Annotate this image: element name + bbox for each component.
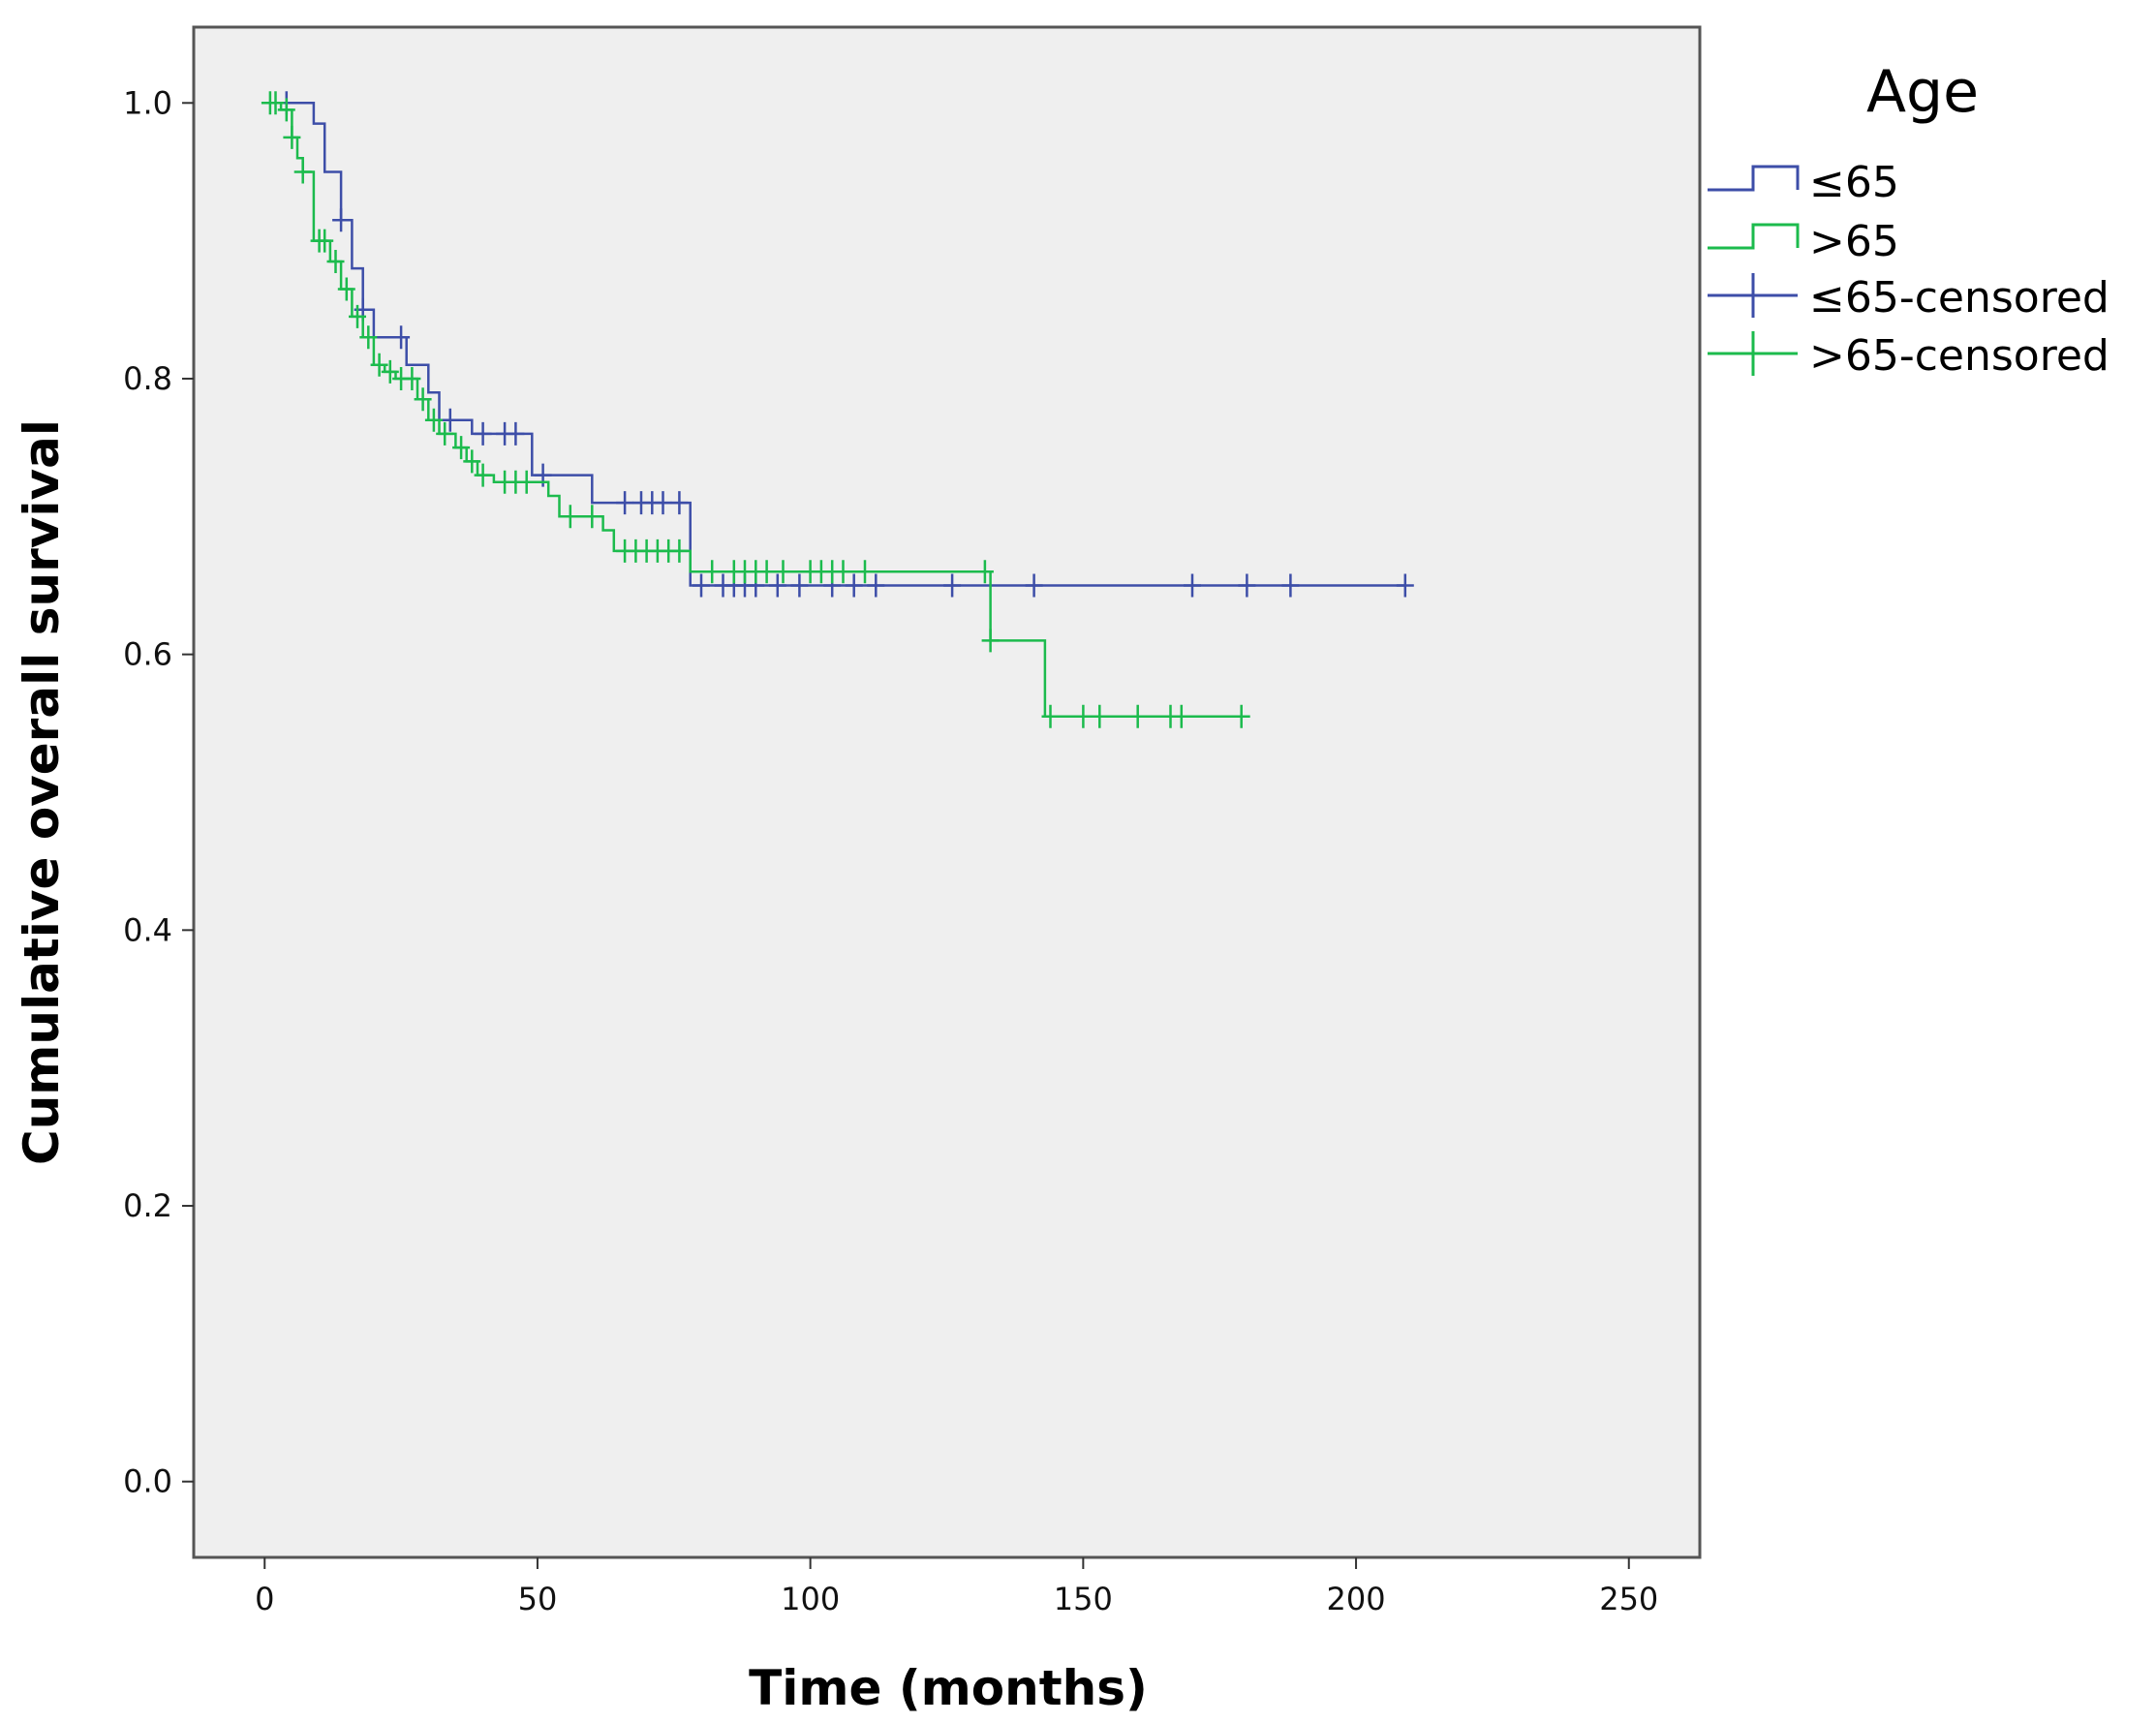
censor-mark [332,208,351,232]
x-axis: 0 50 100 150 200 250 [255,1557,1658,1617]
censor-mark [463,449,481,474]
censor-mark [436,421,454,446]
legend-label-le65-censored: ≤65-censored [1809,273,2110,323]
censor-mark [1128,704,1147,728]
legend: Age ≤65 >65 ≤65-censored >65-censored [1708,58,2110,381]
censor-mark [1091,704,1109,728]
censor-mark [337,277,355,301]
censor-mark [1184,573,1201,598]
censor-mark [975,560,994,584]
series-layer [261,91,1414,728]
censor-mark [1172,704,1190,728]
censor-mark [1074,704,1093,728]
censor-mark [441,408,459,432]
censor-mark [561,505,579,529]
censor-mark [670,491,689,515]
censor-mark [790,573,809,598]
x-tick-label: 50 [518,1581,558,1617]
censor-mark [381,359,399,384]
censor-mark [277,98,295,122]
y-axis: 0.0 0.2 0.4 0.6 0.8 1.0 [123,84,194,1500]
x-tick-label: 150 [1054,1581,1113,1617]
censor-mark [703,560,722,584]
y-tick-label: 0.0 [123,1463,172,1500]
censor-mark [583,505,601,529]
y-tick-label: 0.8 [123,360,172,397]
censor-mark [774,560,792,584]
censor-mark [757,560,776,584]
censor-mark [392,325,411,350]
x-tick-label: 200 [1327,1581,1386,1617]
legend-label-gt65-censored: >65-censored [1809,331,2110,381]
legend-swatch-le65-censored [1708,273,1798,318]
censor-mark [507,421,525,446]
censor-mark [316,229,334,253]
censor-mark [768,573,786,598]
x-tick-label: 100 [781,1581,840,1617]
y-tick-label: 1.0 [123,84,172,121]
censor-mark [474,421,492,446]
censor-mark [349,304,366,328]
censor-mark [856,560,874,584]
censor-mark [1232,704,1250,728]
censor-mark [326,250,345,273]
censor-mark [424,408,443,432]
censor-mark [283,125,301,149]
legend-swatch-gt65-censored [1708,331,1798,376]
censor-mark [266,91,285,115]
censor-mark [370,353,388,377]
legend-swatch-le65 [1708,165,1800,192]
censor-mark [293,160,312,184]
series-gt65 [261,91,1250,728]
censor-mark [517,470,536,494]
censor-mark [845,573,863,598]
censor-mark [981,629,1000,653]
censor-mark [693,573,710,598]
legend-title: Age [1866,58,1979,126]
x-tick-label: 0 [255,1581,274,1617]
censor-mark [1396,573,1414,598]
censor-mark [867,573,885,598]
censor-mark [1041,704,1060,728]
censor-mark [414,387,432,412]
legend-label-le65: ≤65 [1809,158,1899,207]
censor-mark [654,491,672,515]
plot-area [192,25,1702,1559]
censor-mark [359,325,378,350]
legend-swatch-gt65 [1708,223,1800,250]
legend-label-gt65: >65 [1809,217,1899,266]
censor-mark [403,367,421,390]
y-tick-label: 0.2 [123,1187,172,1224]
censor-mark [943,573,962,598]
x-tick-label: 250 [1599,1581,1658,1617]
censor-mark [616,491,634,515]
x-axis-title: Time (months) [749,1660,1148,1716]
censor-mark [474,463,492,487]
censor-mark [452,436,471,460]
series-le65 [264,91,1414,598]
y-axis-title: Cumulative overall survival [14,419,70,1165]
y-tick-label: 0.6 [123,636,172,673]
censor-mark [1281,573,1300,598]
censor-mark [1238,573,1256,598]
y-tick-label: 0.4 [123,911,172,948]
censor-mark [670,538,689,563]
censor-mark [1025,573,1043,598]
censor-mark [834,560,852,584]
